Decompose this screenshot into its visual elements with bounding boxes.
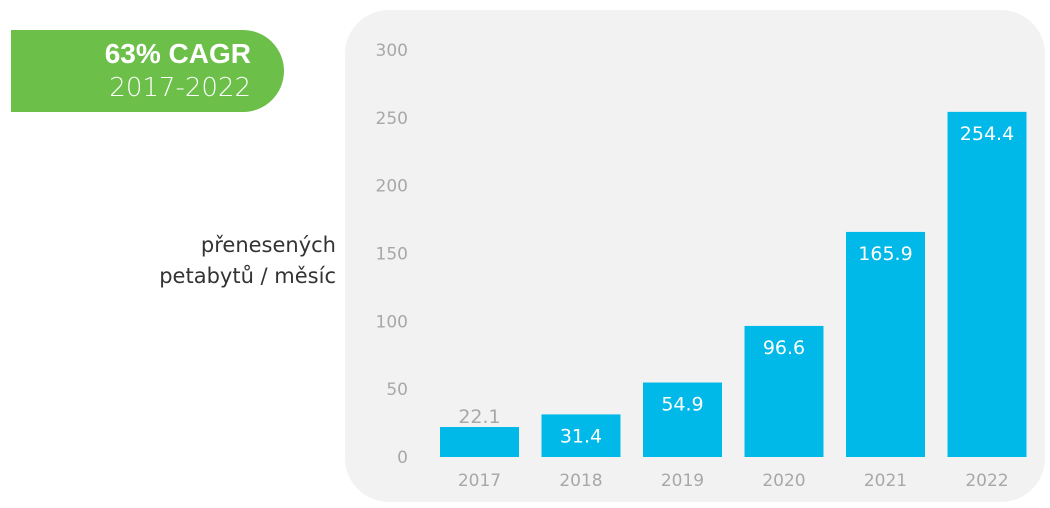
y-tick-label: 300 bbox=[376, 41, 408, 61]
x-tick-label: 2017 bbox=[458, 471, 501, 491]
y-tick-label: 50 bbox=[386, 380, 408, 400]
cagr-badge: 63% CAGR 2017-2022 bbox=[11, 30, 284, 112]
x-tick-label: 2021 bbox=[864, 471, 907, 491]
bar-2019 bbox=[643, 382, 722, 457]
bar-value-label: 22.1 bbox=[458, 406, 500, 428]
y-tick-label: 0 bbox=[397, 448, 408, 468]
bar-value-label: 254.4 bbox=[960, 123, 1014, 145]
bar-value-label: 31.4 bbox=[560, 425, 602, 447]
bar-value-label: 165.9 bbox=[858, 243, 912, 265]
y-axis-label-line-2: petabytů / měsíc bbox=[159, 264, 336, 288]
bar-value-label: 96.6 bbox=[763, 337, 805, 359]
bar-2021 bbox=[846, 231, 925, 457]
cagr-title: 63% CAGR bbox=[104, 38, 251, 69]
y-axis-label-line-1: přenesených bbox=[200, 233, 336, 257]
x-tick-label: 2020 bbox=[762, 471, 805, 491]
x-tick-label: 2019 bbox=[661, 471, 704, 491]
y-tick-label: 150 bbox=[376, 245, 408, 265]
y-axis-label: přenesených petabytů / měsíc bbox=[159, 230, 336, 292]
bar-2017 bbox=[440, 427, 519, 457]
bar-value-label: 54.9 bbox=[661, 394, 703, 416]
bar-2020 bbox=[744, 325, 824, 457]
y-tick-label: 200 bbox=[376, 177, 408, 197]
bar-2022 bbox=[947, 111, 1027, 457]
cagr-period: 2017-2022 bbox=[109, 73, 251, 103]
y-tick-label: 250 bbox=[376, 109, 408, 129]
x-tick-label: 2018 bbox=[559, 471, 602, 491]
y-tick-label: 100 bbox=[376, 312, 408, 332]
x-tick-label: 2022 bbox=[965, 471, 1008, 491]
bar-2018 bbox=[541, 414, 621, 457]
